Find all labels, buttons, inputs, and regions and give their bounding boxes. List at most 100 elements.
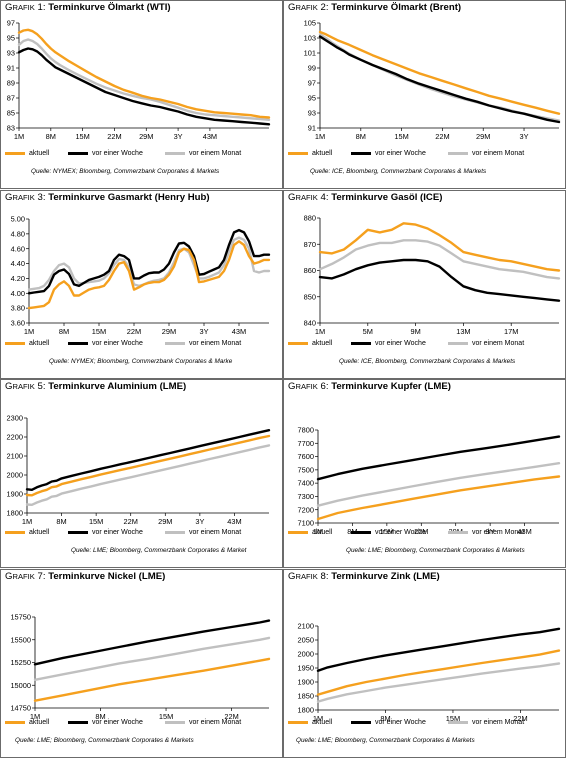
chart-title-text: Terminkurve Kupfer (LME)	[331, 381, 451, 392]
legend-swatch	[165, 342, 185, 345]
x-tick-label: 22M	[513, 714, 527, 723]
y-tick-label: 85	[7, 109, 15, 118]
legend-swatch	[5, 342, 25, 345]
legend-swatch	[5, 152, 25, 155]
y-tick-label: 97	[7, 19, 15, 28]
y-tick-label: 860	[304, 266, 316, 275]
series-line-aktuell	[318, 30, 561, 115]
legend-swatch	[68, 342, 88, 345]
legend-label: vor einem Monat	[472, 340, 525, 347]
x-tick-label: 8M	[356, 132, 366, 141]
legend-swatch	[68, 152, 88, 155]
series-line-vor-einem-monat	[318, 239, 561, 280]
y-tick-label: 105	[304, 19, 316, 28]
legend-label: vor einem Monat	[472, 719, 525, 726]
y-tick-label: 1800	[298, 706, 314, 715]
x-tick-label: 43M	[517, 527, 531, 536]
y-tick-label: 7500	[298, 465, 314, 474]
x-tick-label: 1M	[22, 517, 32, 526]
y-tick-label: 15500	[10, 635, 31, 644]
series-line-aktuell	[25, 434, 271, 497]
x-tick-label: 3Y	[520, 132, 529, 141]
legend-swatch	[351, 342, 371, 345]
x-tick-label: 1M	[313, 527, 323, 536]
y-tick-label: 14750	[10, 704, 31, 713]
chart-title: GRAFIK 8: Terminkurve Zink (LME)	[288, 571, 440, 582]
y-tick-label: 2200	[7, 433, 23, 442]
chart-source: Quelle: LME; Bloomberg, Commerzbank Corp…	[71, 547, 247, 554]
y-tick-label: 7400	[298, 479, 314, 488]
y-tick-label: 15250	[10, 658, 31, 667]
series-line-aktuell	[17, 28, 271, 119]
legend-label: vor einem Monat	[472, 150, 525, 157]
y-tick-label: 1850	[298, 692, 314, 701]
y-tick-label: 15000	[10, 681, 31, 690]
chart-title-grafik-rest: RAFIK	[12, 572, 35, 581]
x-tick-label: 15M	[394, 132, 408, 141]
y-tick-label: 15750	[10, 613, 31, 622]
series-line-vor-einem-monat	[25, 444, 271, 507]
legend-label: aktuell	[312, 340, 333, 347]
legend-swatch	[288, 721, 308, 724]
x-tick-label: 1M	[30, 712, 40, 721]
series-line-vor-einem-monat	[316, 662, 561, 703]
chart-title-number: 7:	[34, 571, 49, 582]
legend-label: vor einer Woche	[92, 340, 143, 347]
chart-source: Quelle: NYMEX; Bloomberg, Commerzbank Co…	[31, 168, 220, 175]
y-tick-label: 2300	[7, 414, 23, 423]
chart-title-number: 4:	[317, 192, 332, 203]
x-tick-label: 13M	[456, 327, 470, 336]
chart-title-grafik-initial: G	[5, 2, 13, 13]
series-line-vor-einer-woche	[25, 429, 271, 492]
x-tick-label: 15M	[380, 527, 394, 536]
chart-title-grafik-rest: RAFIK	[295, 382, 318, 391]
series-line-aktuell	[316, 649, 561, 696]
y-tick-label: 7100	[298, 519, 314, 528]
legend-label: vor einer Woche	[375, 719, 426, 726]
y-tick-label: 1800	[7, 509, 23, 518]
series-line-vor-einem-monat	[316, 461, 561, 507]
chart-title-text: Terminkurve Aluminium (LME)	[48, 381, 187, 392]
legend-swatch	[448, 721, 468, 724]
legend-label: vor einem Monat	[189, 529, 242, 536]
chart-panel-7: GRAFIK 7: Terminkurve Nickel (LME) 15750 1…	[0, 569, 283, 758]
legend-swatch	[5, 531, 25, 534]
legend-swatch	[351, 152, 371, 155]
chart-title-number: 5:	[34, 381, 49, 392]
y-tick-label: 1900	[7, 490, 23, 499]
series-line-aktuell	[318, 222, 561, 272]
chart-plot: 780077007600750074007300720071001M8M15M2…	[298, 426, 561, 536]
chart-title-text: Terminkurve Gasmarkt (Henry Hub)	[48, 192, 210, 203]
y-tick-label: 870	[304, 240, 316, 249]
legend-swatch	[448, 342, 468, 345]
y-tick-label: 850	[304, 292, 316, 301]
x-tick-label: 17M	[504, 327, 518, 336]
y-tick-label: 99	[308, 64, 316, 73]
chart-source: Quelle: LME; Bloomberg, Commerzbank Corp…	[346, 547, 525, 554]
chart-source: Quelle: ICE, Bloomberg, Commerzbank Corp…	[310, 168, 487, 175]
series-line-aktuell	[316, 475, 561, 521]
chart-title-grafik-rest: RAFIK	[12, 193, 35, 202]
chart-panel-4: GRAFIK 4: Terminkurve Gasöl (ICE) 880 870 8…	[283, 190, 566, 379]
y-tick-label: 7200	[298, 505, 314, 514]
chart-title-number: 2:	[317, 2, 332, 13]
legend-label: aktuell	[29, 150, 50, 157]
y-tick-label: 95	[308, 94, 316, 103]
x-tick-label: 15M	[89, 517, 103, 526]
chart-title: GRAFIK 6: Terminkurve Kupfer (LME)	[288, 381, 451, 392]
chart-panel-2: GRAFIK 2: Terminkurve Ölmarkt (Brent) 105…	[283, 0, 566, 189]
x-tick-label: 8M	[95, 712, 105, 721]
y-tick-label: 2000	[7, 471, 23, 480]
y-tick-label: 3.80	[11, 304, 25, 313]
legend-swatch	[165, 152, 185, 155]
chart-title: GRAFIK 4: Terminkurve Gasöl (ICE)	[288, 192, 442, 203]
series-line-vor-einer-woche	[27, 228, 271, 295]
x-tick-label: 29M	[476, 132, 490, 141]
chart-title-text: Terminkurve Ölmarkt (WTI)	[48, 2, 171, 13]
legend-label: aktuell	[312, 529, 333, 536]
x-tick-label: 3Y	[195, 517, 204, 526]
chart-title-grafik-rest: RAFIK	[12, 3, 35, 12]
